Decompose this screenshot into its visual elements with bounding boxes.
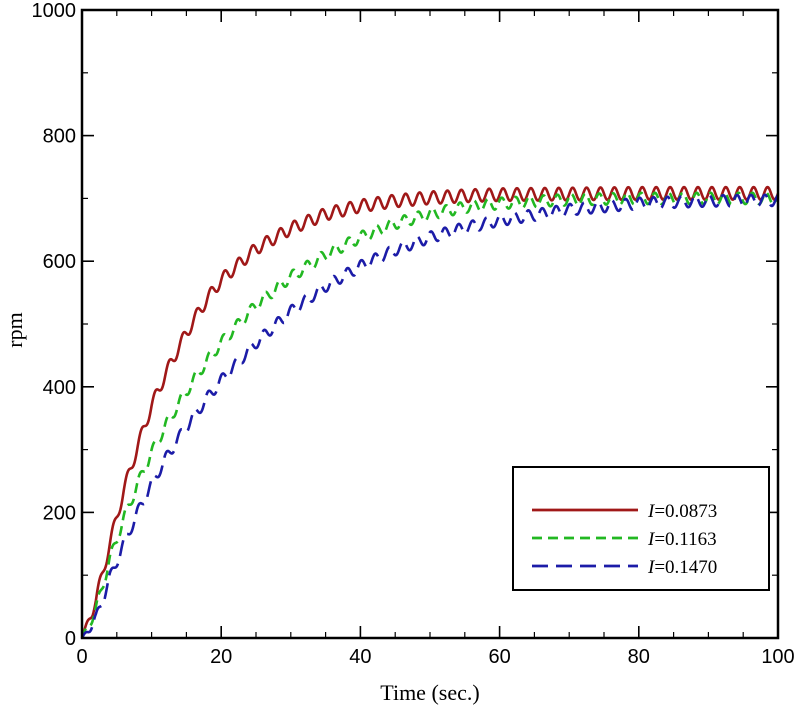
legend-label-symbol: I [647, 529, 656, 550]
x-tick-label: 80 [628, 646, 650, 668]
y-tick-label: 600 [43, 251, 76, 273]
legend-label-symbol: I [647, 501, 656, 522]
x-tick-label: 40 [349, 646, 371, 668]
legend-label-value: =0.1163 [654, 529, 716, 550]
series-line-1 [80, 185, 780, 639]
legend-label-1: I=0.0873 [647, 501, 717, 522]
legend-box [512, 466, 770, 591]
y-tick-label: 200 [43, 502, 76, 524]
x-axis-title: Time (sec.) [380, 680, 479, 705]
x-tick-label: 0 [76, 646, 87, 668]
series-layer [80, 185, 780, 639]
y-tick-label: 800 [43, 126, 76, 148]
y-tick-label: 1000 [32, 0, 77, 22]
legend-label-2: I=0.1163 [647, 529, 717, 550]
legend-label-value: =0.0873 [654, 501, 717, 522]
y-tick-label: 0 [65, 628, 76, 650]
y-tick-label: 400 [43, 377, 76, 399]
series-line-3 [80, 193, 779, 639]
plot-frame [80, 8, 780, 640]
legend-label-3: I=0.1470 [647, 557, 717, 578]
y-axis-title: rpm [2, 312, 27, 347]
x-tick-label: 100 [761, 646, 794, 668]
legend-label-value: =0.1470 [654, 557, 717, 578]
x-tick-label: 60 [488, 646, 510, 668]
legend-label-symbol: I [647, 557, 656, 578]
x-tick-label: 20 [210, 646, 232, 668]
